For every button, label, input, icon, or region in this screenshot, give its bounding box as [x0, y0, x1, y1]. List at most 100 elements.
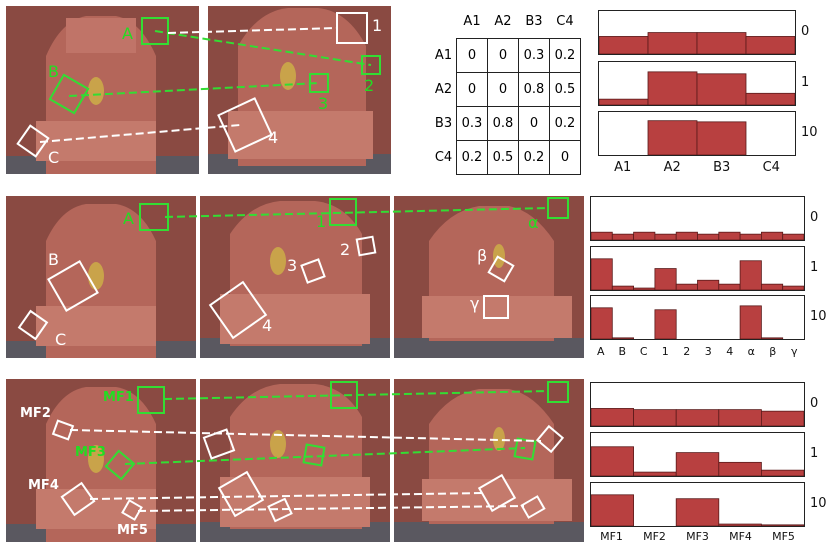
histogram-bar	[654, 309, 677, 340]
category-tick: B	[618, 345, 627, 358]
matrix-row-header: A2	[434, 81, 453, 97]
label-1: 1	[316, 212, 327, 231]
label-mf5: MF5	[117, 523, 148, 538]
histogram-bar	[718, 409, 762, 427]
category-tick: β	[769, 345, 777, 358]
matrix-cell: 0	[487, 37, 519, 73]
histogram-bar	[633, 287, 656, 291]
histogram-bar	[647, 120, 698, 156]
label-a: A	[122, 24, 133, 43]
matrix-cell: 0	[548, 139, 582, 176]
category-tick: 1	[661, 345, 669, 358]
series-label: 0	[810, 396, 819, 411]
matrix-col-header: C4	[556, 13, 574, 29]
label-4: 4	[268, 128, 279, 147]
histogram-panel	[598, 10, 796, 55]
histogram-bar	[675, 452, 720, 477]
matrix-cell: 0	[456, 71, 488, 107]
label-c: C	[55, 330, 67, 349]
label-alpha: α	[528, 213, 539, 232]
label-2: 2	[340, 240, 351, 259]
matrix-cell: 0	[517, 105, 550, 141]
matrix-row-header: B3	[434, 115, 453, 131]
histogram-bar	[718, 231, 741, 241]
histogram-bar	[696, 32, 747, 55]
histogram-bar	[654, 233, 677, 241]
histogram-bar	[745, 36, 796, 55]
histogram-bar	[675, 231, 698, 241]
photo-r3-mid	[200, 379, 390, 542]
histogram-bar	[675, 283, 698, 291]
matrix-cell: 0.2	[548, 105, 582, 141]
category-tick: C4	[762, 160, 780, 175]
histogram-bar	[675, 409, 720, 427]
label-2: 2	[364, 76, 375, 95]
category-tick: 2	[683, 345, 691, 358]
histogram-panel	[590, 246, 805, 291]
matrix-row-header: C4	[434, 149, 453, 165]
category-tick: A2	[663, 160, 681, 175]
histogram-bar	[647, 71, 698, 106]
histogram-bar	[654, 268, 677, 291]
histogram-bar	[718, 461, 762, 477]
histogram-bar	[739, 260, 762, 291]
histogram-bar	[598, 36, 649, 55]
category-tick: MF1	[600, 530, 623, 543]
series-label: 0	[801, 24, 810, 39]
histogram-bar	[739, 233, 762, 241]
label-b: B	[48, 62, 59, 81]
photo-r3-right	[394, 379, 584, 542]
category-tick: α	[747, 345, 755, 358]
photo-r2-right	[394, 196, 584, 358]
histogram-bar	[590, 307, 613, 340]
histogram-bar	[590, 494, 634, 527]
histogram-bar	[633, 471, 677, 477]
series-label: 10	[810, 496, 827, 511]
label-gamma: γ	[470, 294, 480, 313]
photo-r2-left	[6, 196, 196, 358]
histogram-bar	[590, 258, 613, 291]
label-3: 3	[287, 256, 298, 275]
photo-r2-mid	[200, 196, 390, 358]
histogram-panel	[590, 482, 805, 527]
histogram-panel	[590, 382, 805, 427]
matrix-cell: 0	[487, 71, 519, 107]
histogram-bar	[633, 409, 677, 427]
histogram-bar	[697, 233, 720, 241]
series-label: 1	[810, 446, 819, 461]
matrix-cell: 0.8	[517, 71, 550, 107]
histogram-bar	[590, 446, 634, 477]
histogram-bar	[760, 337, 784, 340]
matrix-row-header: A1	[434, 47, 453, 63]
histogram-bar	[590, 231, 613, 241]
matrix-cell: 0.2	[548, 37, 582, 73]
histogram-bar	[718, 523, 762, 527]
histogram-bar	[647, 32, 698, 55]
histogram-bar	[696, 73, 747, 106]
matrix-cell: 0	[456, 37, 488, 73]
matrix-col-header: A1	[463, 13, 481, 29]
category-tick: A1	[614, 160, 632, 175]
series-label: 10	[810, 309, 827, 324]
photo-r3-left	[6, 379, 196, 542]
histogram-bar	[633, 231, 656, 241]
label-c: C	[48, 148, 60, 167]
category-tick: 3	[704, 345, 712, 358]
category-tick: MF3	[686, 530, 709, 543]
histogram-panel	[590, 295, 805, 340]
histogram-bar	[598, 98, 649, 106]
category-tick: A	[596, 345, 605, 358]
histogram-panel	[598, 111, 796, 156]
matrix-cell: 0.3	[456, 105, 488, 141]
histogram-bar	[760, 524, 805, 527]
label-mf4: MF4	[28, 478, 59, 493]
histogram-bar	[611, 233, 634, 241]
series-label: 0	[810, 210, 819, 225]
label-mf3: MF3	[75, 445, 106, 460]
histogram-bar	[760, 469, 805, 477]
histogram-bar	[675, 498, 720, 527]
histogram-bar	[760, 231, 784, 241]
series-label: 10	[801, 125, 818, 140]
matrix-cell: 0.2	[517, 139, 550, 176]
matrix-cell: 0.3	[517, 37, 550, 73]
